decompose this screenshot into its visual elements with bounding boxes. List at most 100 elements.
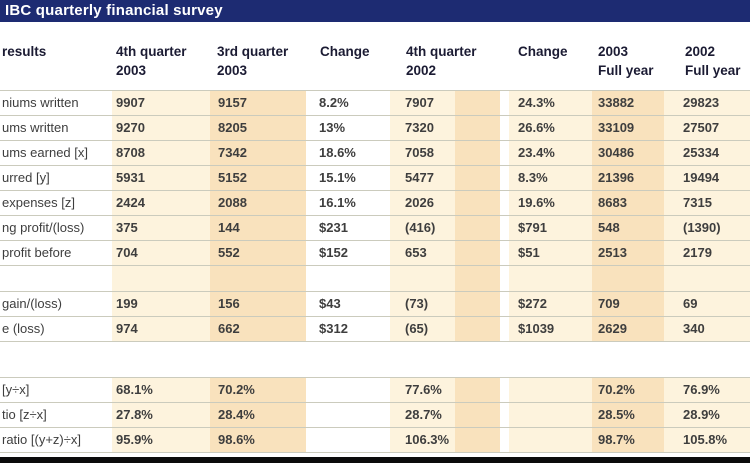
stripe-gap <box>500 317 509 341</box>
table-body: niums written 9907 9157 8.2% 7907 24.3% … <box>0 90 750 453</box>
cell-change-year <box>509 266 592 291</box>
stripe-spacer <box>455 141 500 165</box>
cell-fy-2003 <box>592 342 664 377</box>
cell-q4-2002 <box>390 342 455 377</box>
row-label: tio [z÷x] <box>2 407 47 422</box>
table-row: ums earned [x] 8708 7342 18.6% 7058 23.4… <box>0 141 750 166</box>
cell-q4-2003: 199 <box>112 292 210 316</box>
cell-change-quarter <box>306 378 390 402</box>
cell-q4-2003: 974 <box>112 317 210 341</box>
cell-q4-2003: 9270 <box>112 116 210 140</box>
cell-fy-2002: 76.9% <box>664 378 750 402</box>
cell-fy-2003: 21396 <box>592 166 664 190</box>
stripe-spacer <box>455 403 500 427</box>
row-label: expenses [z] <box>2 195 75 210</box>
table-row: expenses [z] 2424 2088 16.1% 2026 19.6% … <box>0 191 750 216</box>
table-row: [y÷x] 68.1% 70.2% 77.6% 70.2% 76.9% <box>0 378 750 403</box>
table-row <box>0 342 750 378</box>
row-label: [y÷x] <box>2 382 30 397</box>
stripe-spacer <box>455 266 500 291</box>
cell-q3-2003: 8205 <box>210 116 306 140</box>
stripe-spacer <box>455 166 500 190</box>
cell-change-year: $51 <box>509 241 592 265</box>
cell-change-quarter: $152 <box>319 245 348 260</box>
stripe-gap <box>500 241 509 265</box>
cell-q4-2003 <box>112 342 210 377</box>
row-label: gain/(loss) <box>2 296 62 311</box>
header-q4-2002: 4th quarter 2002 <box>406 44 477 78</box>
cell-change-quarter: 13% <box>319 120 346 135</box>
stripe-gap <box>500 378 509 402</box>
stripe-spacer <box>455 116 500 140</box>
cell-fy-2002: 28.9% <box>664 403 750 427</box>
cell-change-year: 8.3% <box>509 166 592 190</box>
table-row: tio [z÷x] 27.8% 28.4% 28.7% 28.5% 28.9% <box>0 403 750 428</box>
cell-fy-2002: 2179 <box>664 241 750 265</box>
stripe-gap <box>500 191 509 215</box>
stripe-spacer <box>455 428 500 452</box>
stripe-gap <box>500 166 509 190</box>
cell-fy-2002 <box>664 342 750 377</box>
cell-change-year <box>509 378 592 402</box>
row-label: profit before <box>2 245 72 260</box>
table-row: urred [y] 5931 5152 15.1% 5477 8.3% 2139… <box>0 166 750 191</box>
table-row: ng profit/(loss) 375 144 $231 (416) $791… <box>0 216 750 241</box>
cell-change-quarter: 15.1% <box>319 170 356 185</box>
cell-q4-2003 <box>112 266 210 291</box>
table-title: IBC quarterly financial survey <box>5 2 223 19</box>
cell-fy-2003: 2513 <box>592 241 664 265</box>
table-row: niums written 9907 9157 8.2% 7907 24.3% … <box>0 91 750 116</box>
cell-change-year: $1039 <box>509 317 592 341</box>
cell-q4-2003: 704 <box>112 241 210 265</box>
cell-q3-2003: 662 <box>210 317 306 341</box>
cell-q4-2003: 95.9% <box>112 428 210 452</box>
cell-fy-2003: 33109 <box>592 116 664 140</box>
stripe-spacer <box>455 191 500 215</box>
cell-fy-2003: 2629 <box>592 317 664 341</box>
cell-change-quarter: 16.1% <box>319 195 356 210</box>
cell-q3-2003 <box>210 266 306 291</box>
cell-change-year: $272 <box>509 292 592 316</box>
cell-change-year: 23.4% <box>509 141 592 165</box>
cell-q4-2002: 28.7% <box>390 403 455 427</box>
stripe-spacer <box>455 342 500 377</box>
table-row: ums written 9270 8205 13% 7320 26.6% 331… <box>0 116 750 141</box>
cell-q4-2002: (65) <box>390 317 455 341</box>
header-change-year: Change <box>518 44 568 59</box>
cell-change-year: 19.6% <box>509 191 592 215</box>
cell-q4-2003: 8708 <box>112 141 210 165</box>
stripe-spacer <box>455 216 500 240</box>
cell-fy-2002: 27507 <box>664 116 750 140</box>
header-fy-2002: 2002 Full year <box>685 44 741 78</box>
table-row <box>0 266 750 292</box>
cell-change-year <box>509 403 592 427</box>
cell-q3-2003: 28.4% <box>210 403 306 427</box>
cell-q4-2002: 653 <box>390 241 455 265</box>
cell-q4-2002: 77.6% <box>390 378 455 402</box>
cell-fy-2003: 98.7% <box>592 428 664 452</box>
header-results: results <box>0 42 112 90</box>
header-q4-2003: 4th quarter 2003 <box>116 44 187 78</box>
row-label: ratio [(y+z)÷x] <box>2 432 82 447</box>
row-label: ums written <box>2 120 69 135</box>
cell-q4-2002: 5477 <box>390 166 455 190</box>
cell-change-quarter <box>306 428 390 452</box>
row-label <box>0 266 112 291</box>
cell-change-quarter: $43 <box>319 296 341 311</box>
cell-q4-2002: 106.3% <box>390 428 455 452</box>
row-label: e (loss) <box>2 321 45 336</box>
cell-change-year <box>509 428 592 452</box>
cell-fy-2003: 709 <box>592 292 664 316</box>
cell-q4-2003: 27.8% <box>112 403 210 427</box>
table-row: profit before 704 552 $152 653 $51 2513 … <box>0 241 750 266</box>
cell-change-year <box>509 342 592 377</box>
stripe-spacer <box>455 241 500 265</box>
cell-fy-2002: 25334 <box>664 141 750 165</box>
stripe-gap <box>500 91 509 115</box>
cell-fy-2003: 30486 <box>592 141 664 165</box>
row-label: ums earned [x] <box>2 145 88 160</box>
header-q3-2003: 3rd quarter 2003 <box>217 44 289 78</box>
cell-q4-2002 <box>390 266 455 291</box>
cell-fy-2002: 340 <box>664 317 750 341</box>
